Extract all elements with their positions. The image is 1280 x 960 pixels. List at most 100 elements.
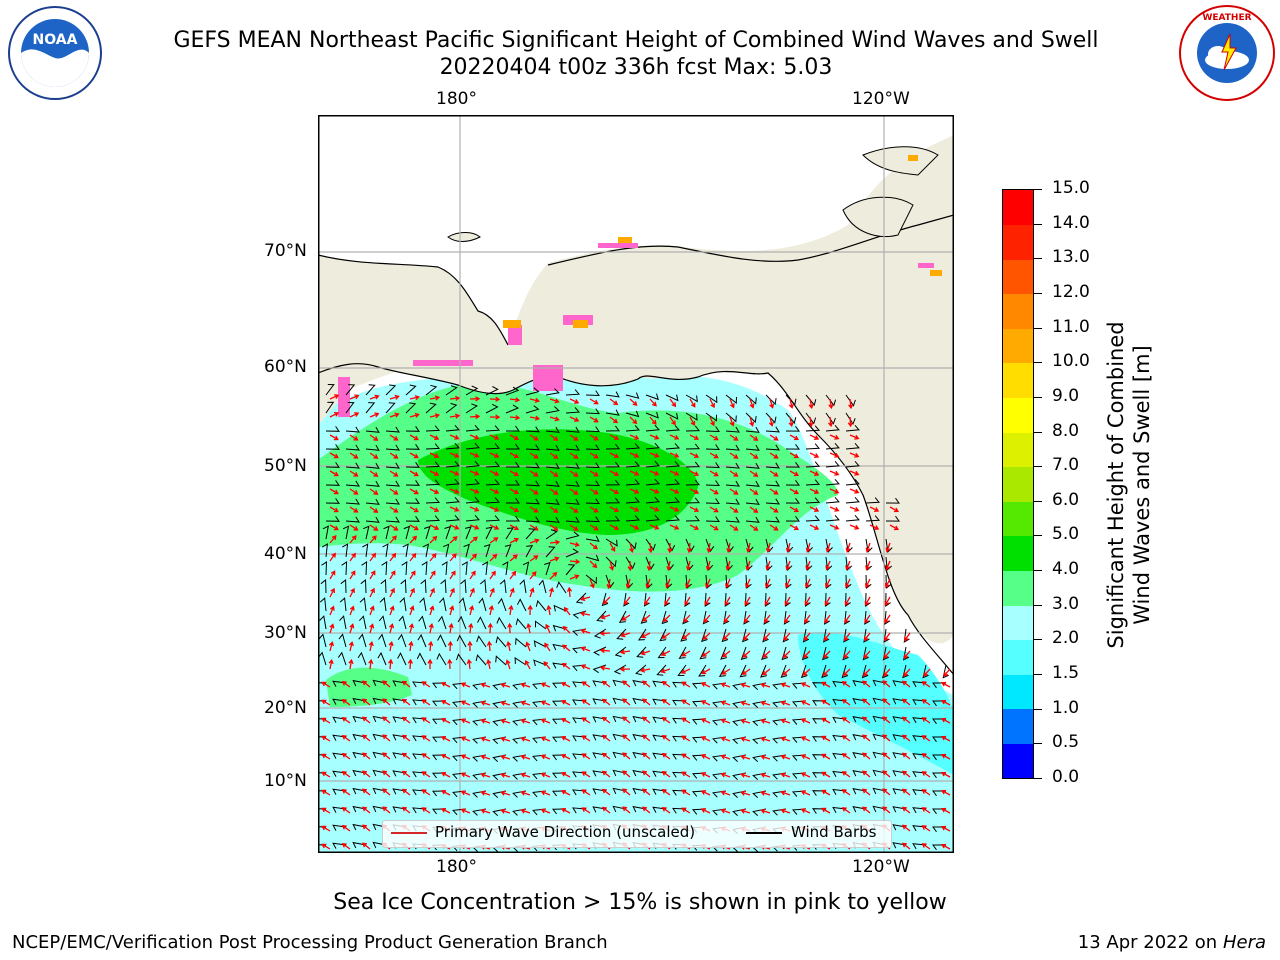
wave-direction-arrow <box>829 434 840 440</box>
noaa-logo-icon: NOAA <box>8 6 102 100</box>
wind-barb <box>585 554 600 562</box>
wave-direction-arrow <box>448 622 454 634</box>
wave-direction-arrow <box>805 578 811 589</box>
wave-direction-arrow <box>480 808 491 814</box>
wave-direction-arrow <box>580 628 591 634</box>
wave-direction-arrow <box>529 434 539 441</box>
wave-direction-arrow <box>369 535 377 544</box>
wave-direction-arrow <box>619 649 631 655</box>
wave-direction-arrow <box>329 506 339 513</box>
wind-barb <box>605 515 620 522</box>
wind-barb <box>476 635 487 648</box>
wave-direction-arrow <box>749 434 759 441</box>
wind-barb <box>485 461 501 468</box>
wind-barb <box>506 479 520 486</box>
wave-direction-arrow <box>849 524 860 530</box>
colorbar-tick <box>1034 535 1042 537</box>
wind-barb <box>652 716 667 723</box>
wind-barb <box>785 556 793 571</box>
wind-barb <box>352 715 367 723</box>
wave-direction-arrow <box>349 470 359 477</box>
wind-barb <box>504 544 512 558</box>
wave-direction-arrow <box>642 698 651 706</box>
wind-barb <box>392 770 407 777</box>
wind-barb <box>552 643 567 651</box>
wave-direction-arrow <box>369 570 376 580</box>
wave-direction-arrow <box>469 587 475 598</box>
wave-direction-arrow <box>769 506 779 513</box>
wind-barb <box>625 556 636 570</box>
wave-direction-arrow <box>589 578 595 589</box>
wind-barb <box>385 402 396 414</box>
wind-barb <box>585 574 597 585</box>
wave-direction-arrow <box>489 414 501 420</box>
wind-barb <box>745 412 757 424</box>
wave-direction-arrow <box>649 416 657 425</box>
wind-barb <box>832 770 847 777</box>
wind-barb <box>445 514 460 522</box>
wave-direction-arrow <box>440 771 451 778</box>
wave-direction-arrow <box>489 488 500 494</box>
wave-direction-arrow <box>808 398 814 410</box>
wind-barb <box>372 841 387 849</box>
wave-direction-arrow <box>720 700 731 706</box>
wave-direction-arrow <box>882 680 891 688</box>
wave-direction-arrow <box>401 680 411 688</box>
wave-direction-arrow <box>524 660 531 670</box>
wave-direction-arrow <box>329 470 339 477</box>
wave-direction-arrow <box>362 698 371 706</box>
wave-direction-arrow <box>705 578 711 589</box>
wave-direction-arrow <box>940 771 951 778</box>
wave-direction-arrow <box>884 578 891 589</box>
wind-barb <box>612 805 627 813</box>
wind-barb <box>465 424 480 432</box>
wave-direction-arrow <box>749 488 759 495</box>
wave-direction-arrow <box>720 754 731 760</box>
wave-direction-arrow <box>540 772 551 778</box>
wave-direction-arrow <box>821 807 831 814</box>
wind-barb <box>385 462 400 469</box>
map-frame <box>318 115 954 853</box>
wave-direction-arrow <box>489 434 500 440</box>
wave-direction-arrow <box>401 716 411 724</box>
wave-direction-arrow <box>382 770 391 778</box>
wind-barb <box>805 425 821 432</box>
wind-barb <box>612 715 627 723</box>
wind-barb <box>412 753 427 760</box>
wave-direction-arrow <box>689 416 696 427</box>
wave-direction-arrow <box>921 735 931 742</box>
wind-barb <box>319 597 327 612</box>
wave-direction-arrow <box>341 824 351 832</box>
wave-direction-arrow <box>389 535 397 544</box>
wind-barb <box>845 574 852 589</box>
wind-barb <box>832 734 847 741</box>
chart-subtitle: 20220404 t00z 336h fcst Max: 5.03 <box>439 55 833 80</box>
wind-barb <box>745 574 752 590</box>
coastline <box>318 363 954 676</box>
wave-direction-arrow <box>921 699 931 706</box>
wind-barb <box>812 772 827 778</box>
wave-direction-arrow <box>901 842 911 850</box>
wave-direction-arrow <box>469 506 480 512</box>
wave-direction-arrow <box>821 717 831 724</box>
wave-direction-arrow <box>720 682 731 688</box>
wind-barb <box>614 646 627 658</box>
wave-direction-arrow <box>449 413 461 419</box>
svg-text:NOAA: NOAA <box>33 32 78 48</box>
wind-barb <box>725 480 740 487</box>
wave-direction-arrow <box>702 632 711 640</box>
wind-barb <box>345 384 356 396</box>
wind-barb <box>632 697 647 705</box>
wave-direction-arrow <box>780 736 791 742</box>
wave-direction-arrow <box>821 681 831 688</box>
wave-direction-arrow <box>580 596 591 602</box>
wind-barb <box>365 516 380 523</box>
wave-direction-arrow <box>469 536 478 544</box>
wind-barb <box>803 610 810 625</box>
wind-barb <box>485 497 501 504</box>
wave-direction-arrow <box>599 630 611 636</box>
wave-direction-arrow <box>321 681 331 688</box>
wind-barb <box>812 700 827 706</box>
colorbar-segment <box>1003 432 1033 468</box>
wind-barb <box>852 752 867 759</box>
